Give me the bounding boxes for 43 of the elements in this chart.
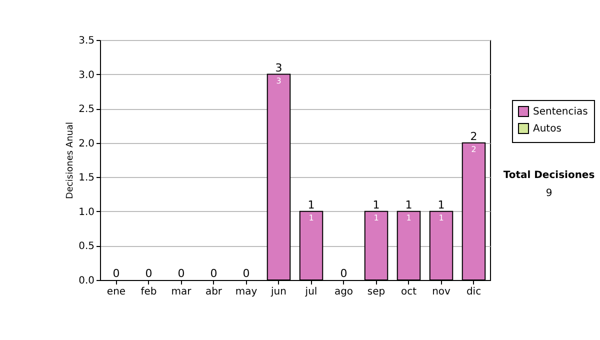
legend-label: Autos bbox=[533, 124, 562, 134]
text: 9 bbox=[544, 188, 554, 199]
data-label: 1 bbox=[438, 213, 444, 222]
legend-label: Sentencias bbox=[533, 106, 588, 118]
y-axis-title: Decisiones Anual bbox=[66, 122, 76, 199]
text: Total Decisiones bbox=[502, 170, 596, 181]
x-tick-label: feb bbox=[140, 286, 157, 298]
data-label: 1 bbox=[308, 213, 314, 222]
data-label: 3 bbox=[276, 76, 282, 86]
y-tick-label: 3.0 bbox=[78, 70, 94, 81]
x-tick-label: jun bbox=[270, 286, 286, 298]
total-label: 1 bbox=[308, 198, 315, 212]
y-tick-label: 1.0 bbox=[78, 206, 94, 218]
total-label: 0 bbox=[210, 267, 218, 280]
x-tick-label: abr bbox=[205, 286, 223, 298]
total-label: 3 bbox=[275, 61, 282, 74]
x-tick-label: mar bbox=[171, 286, 192, 298]
x-tick-label: ene bbox=[106, 286, 126, 298]
total-label: 0 bbox=[178, 267, 185, 280]
total-label: 1 bbox=[372, 198, 380, 212]
total-label: 0 bbox=[112, 267, 120, 280]
x-tick-label: may bbox=[235, 286, 258, 298]
y-tick-label: 2.5 bbox=[78, 104, 94, 116]
total-label: 0 bbox=[242, 267, 250, 280]
data-label: 1 bbox=[374, 213, 379, 222]
y-tick-label: 3.5 bbox=[78, 36, 94, 46]
y-tick-label: 2.0 bbox=[78, 138, 94, 150]
x-tick-label: sep bbox=[367, 286, 386, 298]
y-tick-label: 0.0 bbox=[78, 276, 94, 286]
total-label: 0 bbox=[340, 267, 348, 280]
x-tick-label: oct bbox=[400, 286, 417, 298]
x-tick-label: ago bbox=[334, 286, 354, 298]
y-tick-label: 1.5 bbox=[78, 172, 94, 184]
data-label: 2 bbox=[471, 144, 476, 154]
total-label: 2 bbox=[470, 130, 478, 143]
total-label: 0 bbox=[145, 267, 152, 280]
x-tick-label: dic bbox=[466, 286, 482, 298]
total-label: 1 bbox=[405, 198, 412, 212]
x-tick-label: nov bbox=[432, 286, 451, 298]
y-tick-label: 0.5 bbox=[78, 241, 94, 252]
data-label: 1 bbox=[406, 213, 412, 222]
total-label: 1 bbox=[438, 198, 445, 212]
x-tick-label: jul bbox=[304, 286, 318, 298]
